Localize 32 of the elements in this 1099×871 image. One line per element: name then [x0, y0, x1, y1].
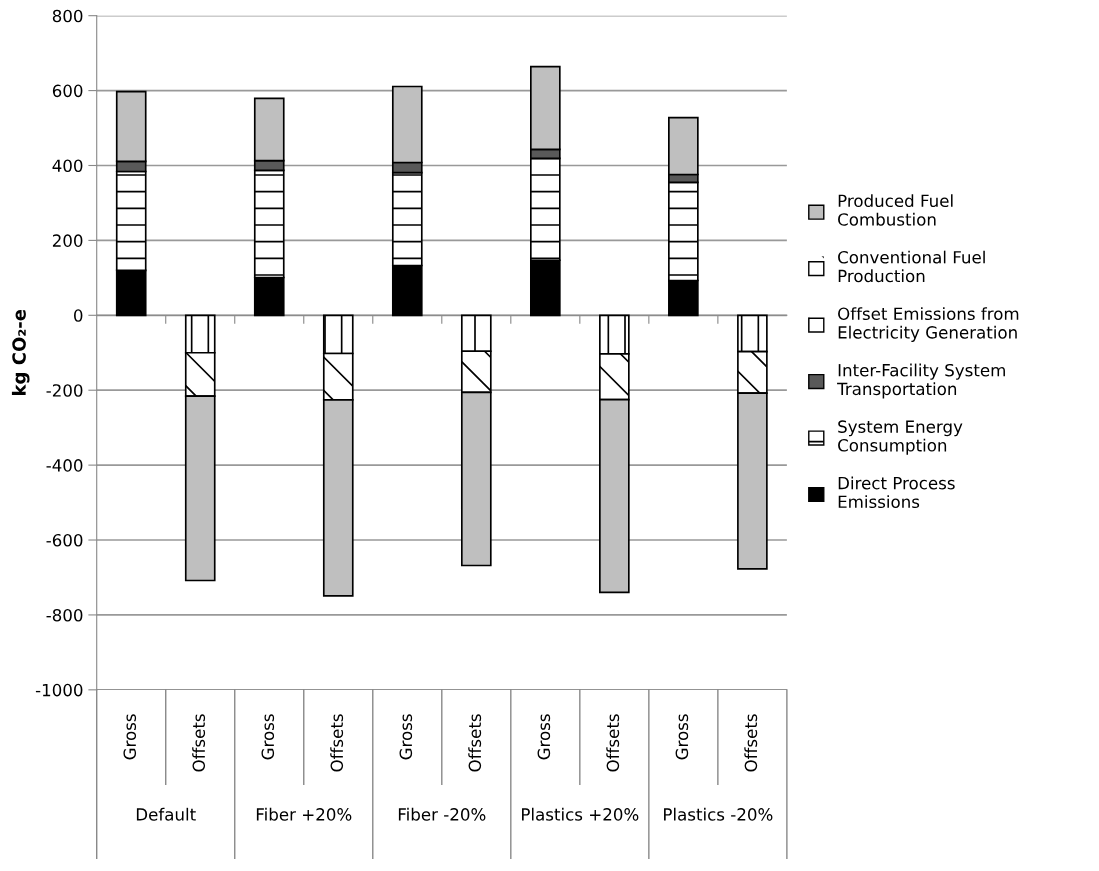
y-tick-label: -400: [46, 459, 83, 472]
text: Default: [136, 807, 196, 821]
text: Plastics -20%: [664, 807, 773, 821]
legend-label: Inter-Facility System Transportation: [837, 363, 1005, 399]
y-tick-label: -200: [46, 384, 83, 397]
y-axis-title: kg CO₂-e: [11, 309, 30, 395]
y-tick-label: 800: [52, 9, 83, 23]
legend-label: Conventional Fuel Production: [838, 250, 985, 283]
legend-label: Produced Fuel Combustion: [838, 194, 953, 226]
legend-label: Offset Emissions from Electricity Generation: [838, 307, 1019, 342]
legend-label: System Energy Consumption: [838, 420, 963, 455]
y-tick-label: 200: [52, 234, 83, 247]
x-tick-label: Gross: [537, 714, 551, 760]
y-tick-label: -600: [46, 533, 83, 547]
y-tick-label: 0: [74, 309, 83, 322]
text: Plastics +20%: [522, 807, 639, 821]
y-tick-label: -800: [46, 608, 83, 622]
y-tick-label: 600: [52, 84, 83, 98]
x-tick-label: Offsets: [744, 714, 758, 772]
x-tick-label: Offsets: [192, 714, 206, 772]
y-tick-label: -1000: [35, 683, 83, 697]
legend-label: Direct Process Emissions: [838, 476, 955, 509]
x-tick-label: Offsets: [330, 714, 344, 772]
x-tick-label: Offsets: [468, 714, 482, 772]
y-tick-label: 400: [52, 159, 83, 173]
x-tick-label: Gross: [399, 714, 413, 760]
x-tick-label: Offsets: [606, 714, 620, 772]
x-tick-label: Gross: [261, 714, 275, 760]
x-tick-label: Gross: [123, 714, 137, 760]
text: Fiber +20%: [256, 807, 352, 821]
x-tick-label: Gross: [675, 714, 689, 760]
text: Fiber -20%: [398, 807, 486, 821]
